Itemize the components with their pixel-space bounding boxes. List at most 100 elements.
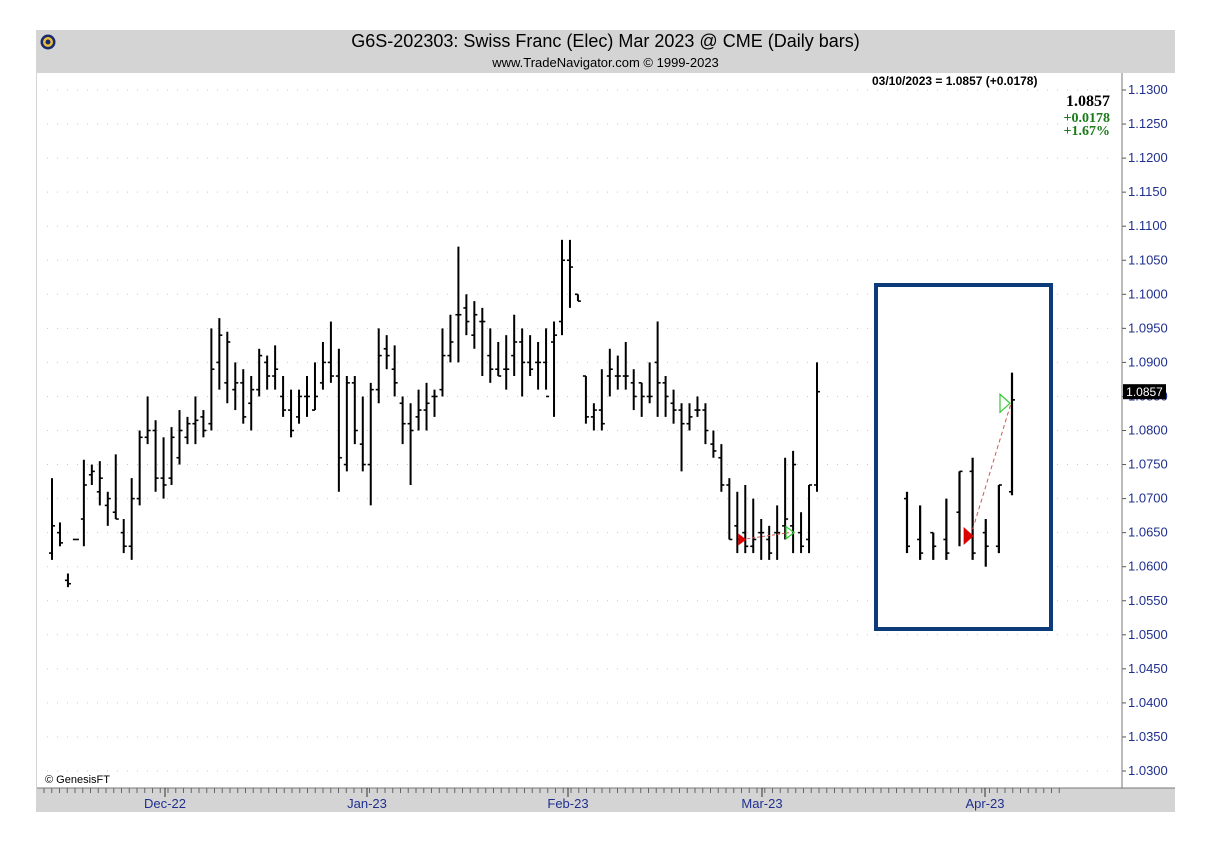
ohlc-bar <box>511 314 518 377</box>
inset-ohlc-bar <box>943 498 950 560</box>
last-price-value: 1.0857 <box>1066 93 1110 110</box>
y-tick-label: 1.0400 <box>1128 695 1168 710</box>
ohlc-bar <box>415 389 422 431</box>
ohlc-bar <box>798 512 805 554</box>
inset-ohlc-bar <box>982 519 989 567</box>
ohlc-bar <box>774 505 781 560</box>
ohlc-bar <box>431 389 438 417</box>
x-axis-strip <box>37 788 1122 798</box>
inset-buy-marker-icon <box>999 392 1011 414</box>
ohlc-bar <box>598 369 605 431</box>
ohlc-bar <box>176 410 183 465</box>
ohlc-bar <box>407 403 414 485</box>
inset-ohlc-bar <box>1009 372 1015 496</box>
inset-ohlc-bar <box>904 491 910 554</box>
ohlc-bar <box>96 461 103 506</box>
ohlc-bar <box>622 341 629 390</box>
ohlc-bar <box>264 355 271 390</box>
ohlc-bar <box>423 382 430 431</box>
zoom-inset <box>874 283 1053 631</box>
ohlc-bar <box>335 348 342 492</box>
signal-markers <box>738 525 796 546</box>
ohlc-bar <box>152 420 159 492</box>
ohlc-bar <box>224 331 231 404</box>
y-tick-label: 1.0950 <box>1128 320 1168 335</box>
ohlc-bar <box>574 293 581 302</box>
ohlc-bars <box>49 239 820 588</box>
ohlc-bar <box>686 403 693 431</box>
ohlc-bar <box>455 246 462 363</box>
ohlc-bar <box>702 403 709 445</box>
ohlc-bar <box>678 403 685 472</box>
y-tick-label: 1.0900 <box>1128 354 1168 369</box>
ohlc-bar <box>399 396 406 445</box>
ohlc-bar <box>630 369 637 411</box>
ohlc-bar <box>503 335 510 390</box>
ohlc-bar <box>168 427 175 485</box>
buy-marker-icon <box>785 525 796 540</box>
ohlc-bar <box>375 328 382 404</box>
inset-box[interactable] <box>874 283 1053 631</box>
ohlc-bar <box>120 519 127 554</box>
ohlc-bar <box>280 376 287 417</box>
y-axis: 1.1300 1.1250 1.1200 1.1150 1.1100 1.1050 1.10… <box>1121 73 1168 788</box>
sell-marker-icon <box>738 533 747 546</box>
y-tick-label: 1.1200 <box>1128 150 1168 165</box>
inset-ohlc-bar <box>917 505 924 560</box>
net-change-value: +0.0178 <box>1063 111 1110 126</box>
ohlc-bar <box>88 464 95 485</box>
ohlc-bar <box>248 376 255 431</box>
ohlc-bar <box>296 389 303 424</box>
x-tick-label: Feb-23 <box>547 796 588 811</box>
chart-title: G6S-202303: Swiss Franc (Elec) Mar 2023 … <box>351 31 860 51</box>
trend-line <box>742 532 790 540</box>
copyright-label: © GenesisFT <box>45 774 110 786</box>
y-axis-panel[interactable] <box>1122 73 1175 788</box>
ohlc-bar <box>670 389 677 424</box>
y-tick-label: 1.0500 <box>1128 627 1168 642</box>
ohlc-bar <box>383 335 390 370</box>
ohlc-bar <box>112 454 119 520</box>
ohlc-bar <box>391 345 398 397</box>
ohlc-bar <box>144 396 151 445</box>
y-tick-label: 1.0300 <box>1128 763 1168 778</box>
ohlc-bar <box>559 239 565 336</box>
ohlc-bar <box>551 321 558 417</box>
percent-change-value: +1.67% <box>1063 124 1110 138</box>
y-tick-label: 1.0650 <box>1128 525 1168 540</box>
ohlc-bar <box>232 362 239 411</box>
ohlc-bar <box>327 321 334 383</box>
ohlc-bar <box>343 376 350 472</box>
x-tick-label: Apr-23 <box>965 796 1004 811</box>
x-tick-label: Jan-23 <box>347 796 387 811</box>
ohlc-bar <box>654 321 661 417</box>
ohlc-bar <box>790 450 797 554</box>
ohlc-bar <box>726 478 733 541</box>
ohlc-bar <box>814 362 820 492</box>
ohlc-bar <box>216 318 223 390</box>
ohlc-bar <box>439 328 446 397</box>
ohlc-bar <box>447 314 454 363</box>
ohlc-bar <box>184 416 191 445</box>
ohlc-bar <box>606 348 613 397</box>
inset-ohlc-bar <box>995 484 1002 554</box>
ohlc-bar <box>256 348 263 397</box>
app-logo-icon[interactable] <box>40 34 56 50</box>
ohlc-bar <box>527 335 534 377</box>
ohlc-bar <box>367 382 374 506</box>
ohlc-bar <box>487 328 494 383</box>
last-price-tag-box <box>1123 384 1166 400</box>
y-tick-label: 1.1300 <box>1128 82 1168 97</box>
ohlc-bar <box>192 396 199 445</box>
ohlc-bar <box>543 328 550 398</box>
y-tick-label: 1.1050 <box>1128 252 1168 267</box>
y-tick-label: 1.0600 <box>1128 559 1168 574</box>
ohlc-bar <box>56 522 63 547</box>
y-tick-label: 1.1100 <box>1128 218 1167 233</box>
ohlc-bar <box>319 341 326 390</box>
ohlc-bar <box>806 484 813 554</box>
ohlc-bar <box>272 345 279 390</box>
ohlc-bar <box>742 484 749 554</box>
x-tick-label: Mar-23 <box>741 796 782 811</box>
